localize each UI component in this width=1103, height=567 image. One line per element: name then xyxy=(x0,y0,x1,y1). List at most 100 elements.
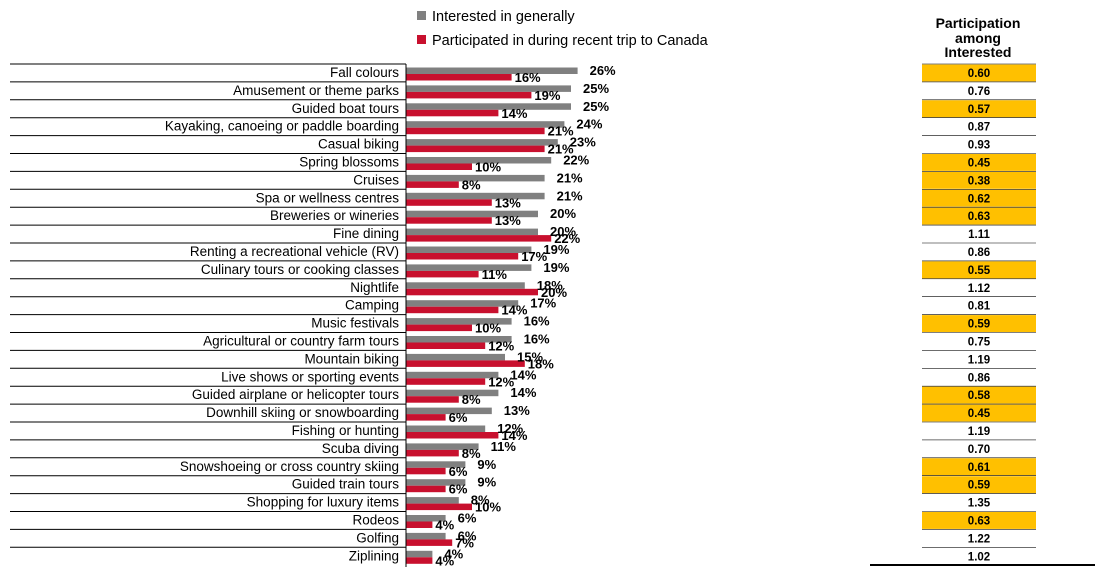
data-label-interested: 16% xyxy=(524,332,550,347)
data-label-interested: 25% xyxy=(583,99,609,114)
side-table-value: 0.45 xyxy=(968,158,991,170)
data-label-participated: 18% xyxy=(528,356,554,371)
bar-participated xyxy=(406,74,512,81)
data-label-interested: 14% xyxy=(510,367,536,382)
category-label: Fall colours xyxy=(330,65,399,80)
data-label-interested: 14% xyxy=(510,385,536,400)
bar-interested xyxy=(406,353,505,361)
side-table-value: 1.35 xyxy=(968,498,991,510)
data-label-participated: 22% xyxy=(554,231,580,246)
data-label-interested: 17% xyxy=(530,296,556,311)
side-table-cell-bg xyxy=(922,333,1036,350)
bar-interested xyxy=(406,443,479,450)
bar-interested xyxy=(406,318,512,325)
side-table-cell-bg xyxy=(922,261,1036,279)
side-table-cell-bg xyxy=(922,494,1036,511)
bar-interested xyxy=(406,67,578,74)
data-label-participated: 12% xyxy=(488,374,514,389)
side-table-value: 0.61 xyxy=(968,462,991,474)
side-table-value: 0.81 xyxy=(968,301,991,313)
data-label-participated: 7% xyxy=(455,535,474,550)
side-table-cell-bg xyxy=(922,225,1036,243)
category-label: Guided train tours xyxy=(292,477,400,492)
bar-interested xyxy=(406,515,446,522)
bar-participated xyxy=(406,163,472,170)
data-label-participated: 8% xyxy=(462,177,481,192)
bar-participated xyxy=(406,467,446,475)
data-label-participated: 13% xyxy=(495,195,521,210)
category-label: Guided boat tours xyxy=(292,101,400,116)
bar-participated xyxy=(406,109,499,117)
side-table-value: 0.58 xyxy=(968,390,991,402)
side-table-cell-bg xyxy=(922,118,1036,136)
data-label-participated: 21% xyxy=(548,124,574,139)
data-label-interested: 23% xyxy=(570,135,596,150)
data-label-participated: 14% xyxy=(501,303,527,318)
data-label-interested: 9% xyxy=(477,475,496,490)
side-table-header: Participation among Interested xyxy=(936,15,1021,60)
bar-participated xyxy=(406,539,453,546)
data-label-participated: 13% xyxy=(495,213,521,228)
data-label-participated: 8% xyxy=(462,446,481,461)
data-label-interested: 18% xyxy=(537,278,563,293)
side-table-value: 1.19 xyxy=(968,354,990,366)
side-table-cell-bg xyxy=(922,512,1036,529)
category-label: Agricultural or country farm tours xyxy=(203,334,399,349)
side-table-cell-bg xyxy=(922,189,1036,207)
side-table-value: 0.87 xyxy=(968,122,990,134)
side-table-cell-bg xyxy=(922,315,1036,332)
side-table-value: 0.76 xyxy=(968,86,990,98)
data-label-interested: 9% xyxy=(477,457,496,472)
data-label-interested: 6% xyxy=(458,511,477,526)
side-table-value: 0.70 xyxy=(968,444,990,456)
side-table-header-line-2: among xyxy=(955,30,1001,46)
bar-interested xyxy=(406,461,466,468)
bar-interested xyxy=(406,85,571,92)
bar-interested xyxy=(406,103,571,110)
side-table-value: 1.02 xyxy=(968,551,990,563)
bar-participated xyxy=(406,145,545,153)
bar-participated xyxy=(406,485,446,493)
side-table-header-line-3: Interested xyxy=(945,44,1012,60)
category-label: Scuba diving xyxy=(322,441,399,456)
data-label-participated: 11% xyxy=(482,267,508,282)
side-table-cell-bg xyxy=(922,297,1036,315)
category-label: Guided airplane or helicopter tours xyxy=(192,387,399,402)
side-table-value: 1.19 xyxy=(968,426,990,438)
data-label-participated: 10% xyxy=(475,160,501,175)
bar-participated xyxy=(406,449,459,457)
data-label-participated: 10% xyxy=(475,500,501,515)
bar-participated xyxy=(406,127,545,135)
bar-participated xyxy=(406,181,459,188)
data-label-participated: 6% xyxy=(449,482,468,497)
legend: Interested in generally Participated in … xyxy=(417,9,709,49)
data-label-interested: 11% xyxy=(491,439,517,454)
category-label: Rodeos xyxy=(352,513,399,528)
side-table-cell-bg xyxy=(922,422,1036,440)
data-label-interested: 16% xyxy=(524,314,550,329)
category-label: Spa or wellness centres xyxy=(256,190,400,205)
side-table-cell-bg xyxy=(922,279,1036,297)
bar-interested xyxy=(406,157,552,164)
data-label-interested: 12% xyxy=(497,421,523,436)
category-label: Shopping for luxury items xyxy=(247,495,400,510)
bar-interested xyxy=(406,497,459,504)
bar-interested xyxy=(406,300,519,307)
side-table-cell-bg xyxy=(922,368,1036,386)
data-label-interested: 19% xyxy=(543,260,569,275)
bar-interested xyxy=(406,371,499,379)
side-table-cell-bg xyxy=(922,529,1036,547)
bar-interested xyxy=(406,246,532,253)
bar-interested xyxy=(406,139,558,146)
data-label-participated: 6% xyxy=(449,410,468,425)
side-table-cell-bg xyxy=(922,547,1036,565)
category-label: Snowshoeing or cross country skiing xyxy=(180,459,399,474)
data-label-interested: 22% xyxy=(563,153,589,168)
data-label-participated: 20% xyxy=(541,285,567,300)
category-label: Downhill skiing or snowboarding xyxy=(206,405,399,420)
category-label: Fishing or hunting xyxy=(292,423,399,438)
bar-interested xyxy=(406,550,433,558)
side-table-cell-bg xyxy=(922,207,1036,225)
side-table-cell-bg xyxy=(922,100,1036,118)
